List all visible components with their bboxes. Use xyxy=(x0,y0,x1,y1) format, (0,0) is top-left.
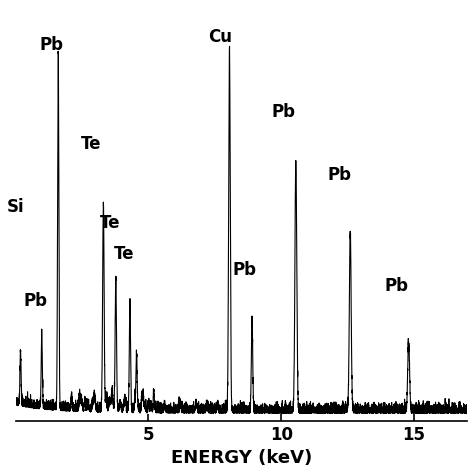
Text: Te: Te xyxy=(114,245,135,263)
Text: Te: Te xyxy=(81,135,101,153)
Text: Pb: Pb xyxy=(385,276,409,294)
Text: Cu: Cu xyxy=(208,28,232,46)
Text: Pb: Pb xyxy=(328,166,352,184)
Text: Pb: Pb xyxy=(40,36,64,54)
Text: Te: Te xyxy=(100,213,120,231)
Text: Pb: Pb xyxy=(232,261,256,279)
Text: Pb: Pb xyxy=(272,103,296,121)
X-axis label: ENERGY (keV): ENERGY (keV) xyxy=(171,449,312,467)
Text: Pb: Pb xyxy=(24,292,48,310)
Text: Si: Si xyxy=(7,198,25,216)
